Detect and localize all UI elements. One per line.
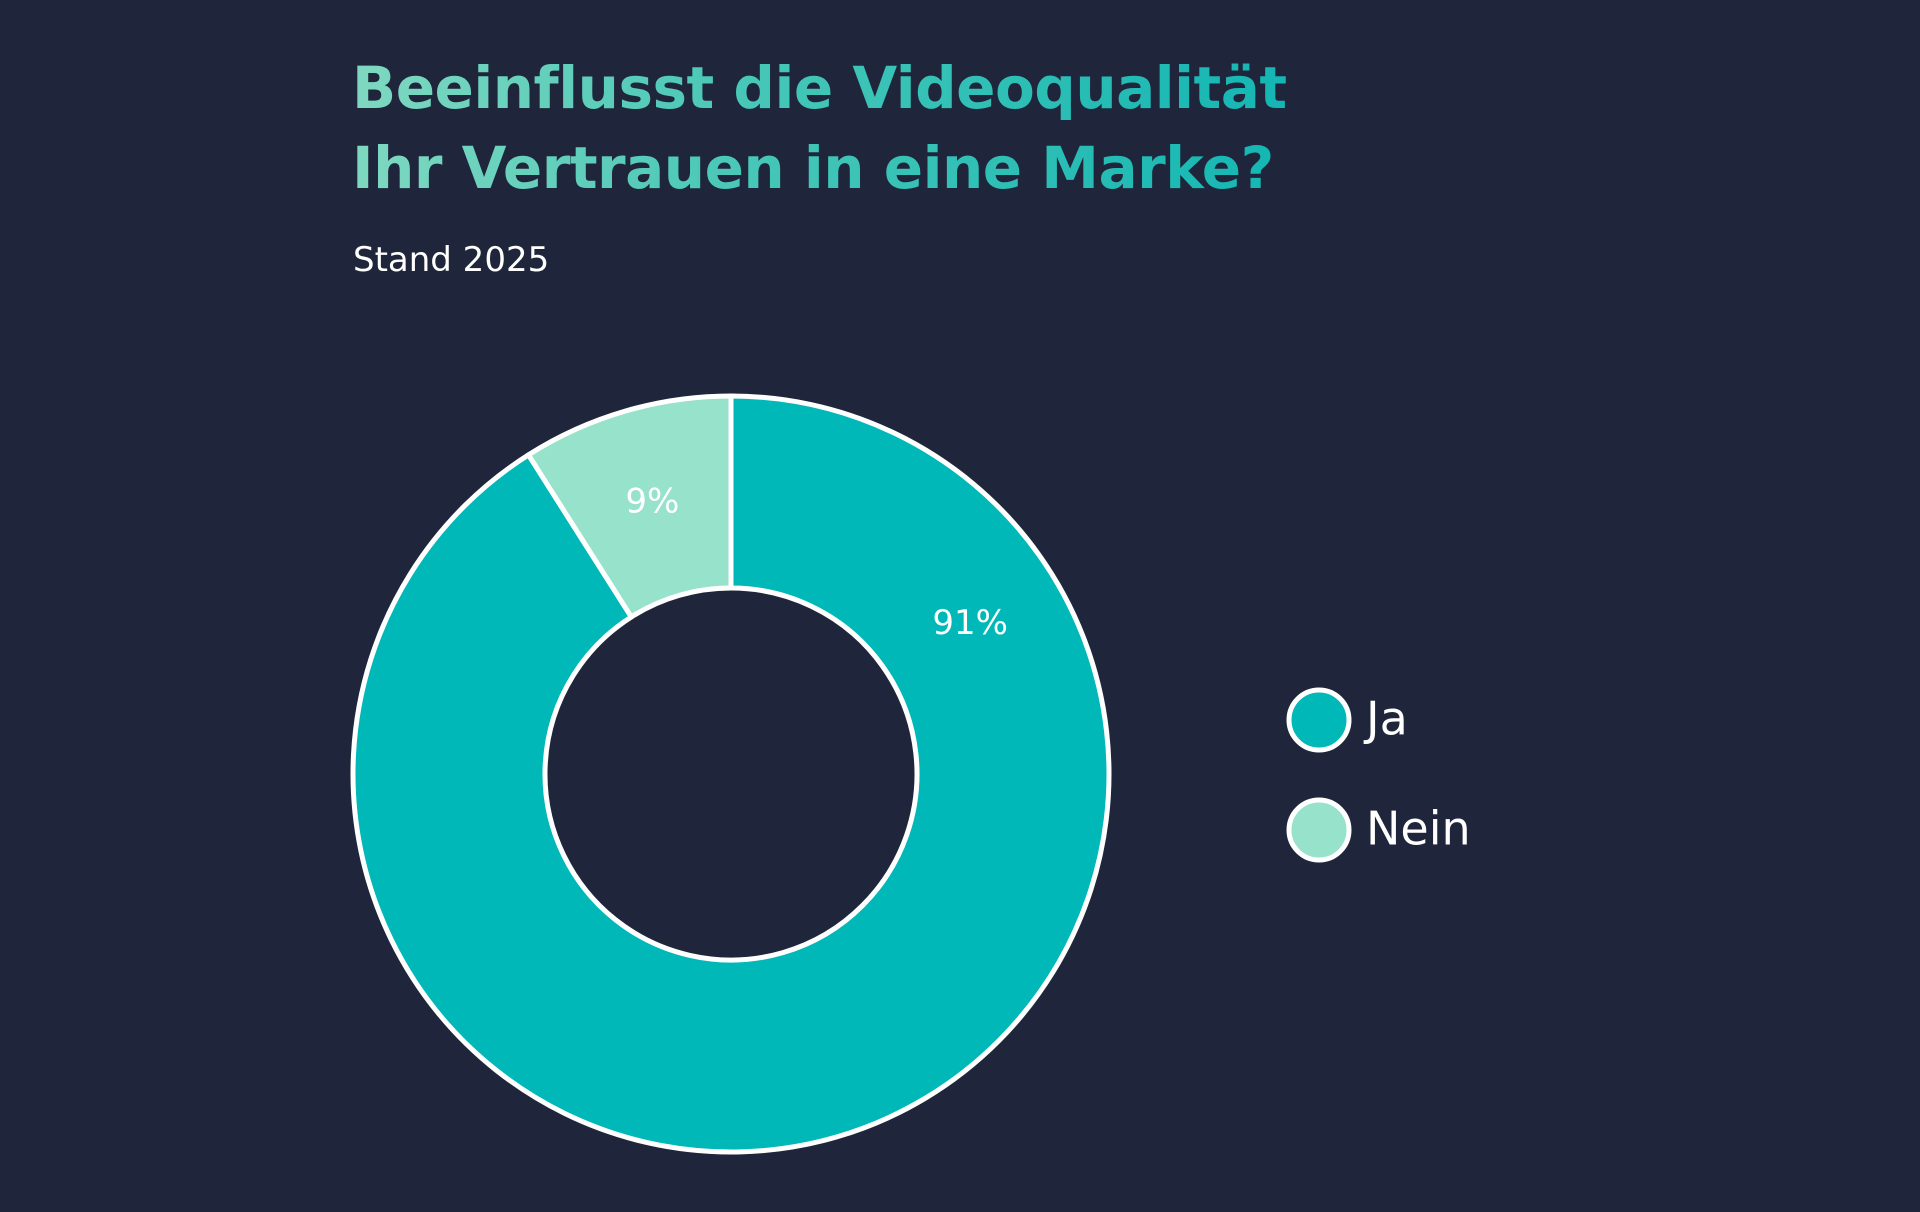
data-label-nein: 9% xyxy=(625,482,679,522)
legend-marker-ja xyxy=(1286,687,1352,753)
legend-label-nein: Nein xyxy=(1366,802,1471,856)
legend-label-ja: Ja xyxy=(1363,692,1408,746)
data-label-ja: 91% xyxy=(932,603,1008,643)
slice-nein xyxy=(525,393,734,620)
legend-marker-nein xyxy=(1286,797,1352,863)
chart-subtitle: Stand 2025 xyxy=(353,240,550,280)
slice-ja xyxy=(350,393,1112,1155)
